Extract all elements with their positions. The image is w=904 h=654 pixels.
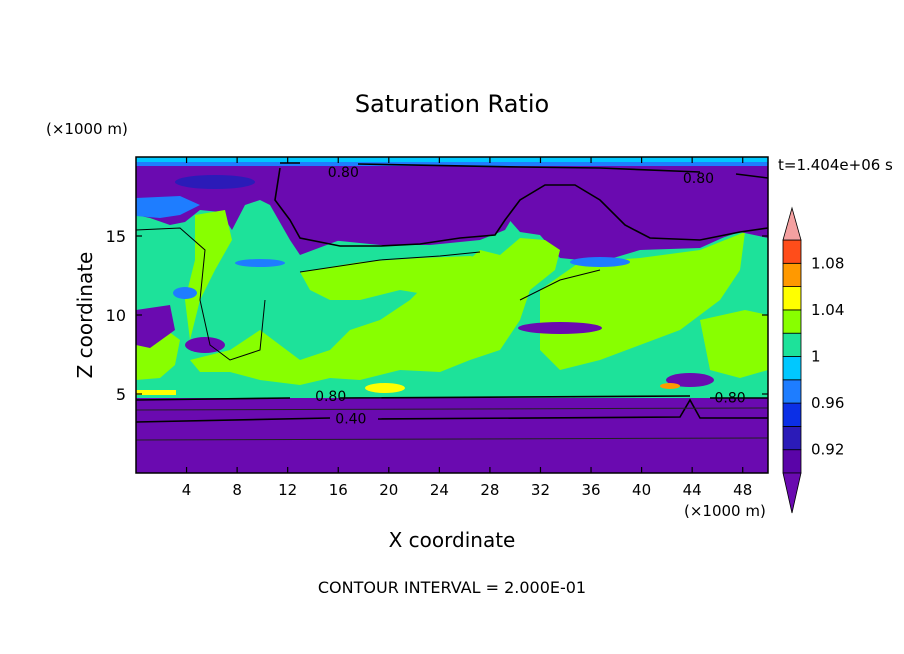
colorbar-tick-label: 1.04 (811, 301, 844, 319)
colorbar-over-arrow (782, 206, 802, 241)
contour-label: 0.80 (315, 389, 346, 405)
x-tick-label: 44 (683, 481, 702, 499)
y-tick-label: 5 (116, 385, 126, 404)
x-tick-label: 36 (581, 481, 600, 499)
colorbar-tick-label: 1 (811, 348, 821, 366)
y-axis-title: Z coordinate (73, 252, 97, 379)
colorbar-band (782, 239, 802, 264)
colorbar-band (782, 379, 802, 404)
plot-field (136, 157, 768, 473)
contour-label: 0.40 (335, 411, 366, 427)
contour-labels: 0.80 0.80 0.80 0.80 0.40 (315, 165, 746, 427)
colorbar-band (782, 309, 802, 334)
x-axis: 4 8 12 16 20 24 28 32 36 40 44 48 (182, 157, 752, 499)
colorbar: 0.92 0.96 1 1.04 1.08 (782, 206, 844, 514)
colorbar-band (782, 262, 802, 287)
x-axis-title: X coordinate (389, 528, 516, 552)
contour-interval-label: CONTOUR INTERVAL = 2.000E-01 (318, 578, 586, 597)
colorbar-band (782, 449, 802, 474)
x-tick-label: 40 (632, 481, 651, 499)
x-tick-label: 20 (379, 481, 398, 499)
contour-label: 0.80 (328, 165, 359, 181)
x-tick-label: 12 (278, 481, 297, 499)
colorbar-band (782, 402, 802, 427)
colorbar-tick-label: 0.96 (811, 394, 844, 412)
chart-title: Saturation Ratio (355, 90, 549, 118)
colorbar-band (782, 332, 802, 357)
x-tick-label: 16 (329, 481, 348, 499)
colorbar-band (782, 286, 802, 311)
contour-label: 0.80 (714, 391, 745, 407)
colorbar-tick-label: 1.08 (811, 254, 844, 272)
colorbar-under-arrow (782, 472, 802, 514)
x-tick-label: 32 (531, 481, 550, 499)
y-tick-label: 15 (106, 227, 126, 246)
time-label: t=1.404e+06 s (778, 156, 893, 174)
x-tick-label: 28 (480, 481, 499, 499)
colorbar-tick-label: 0.92 (811, 441, 844, 459)
y-axis: 5 10 15 (106, 227, 768, 404)
y-tick-label: 10 (106, 306, 126, 325)
x-tick-label: 48 (733, 481, 752, 499)
colorbar-band (782, 425, 802, 451)
x-tick-label: 24 (430, 481, 449, 499)
colorbar-band (782, 356, 802, 381)
y-unit-label: (×1000 m) (46, 120, 128, 138)
contour-label: 0.80 (683, 171, 714, 187)
x-unit-label: (×1000 m) (684, 502, 766, 520)
x-tick-label: 4 (182, 481, 192, 499)
x-tick-label: 8 (232, 481, 242, 499)
